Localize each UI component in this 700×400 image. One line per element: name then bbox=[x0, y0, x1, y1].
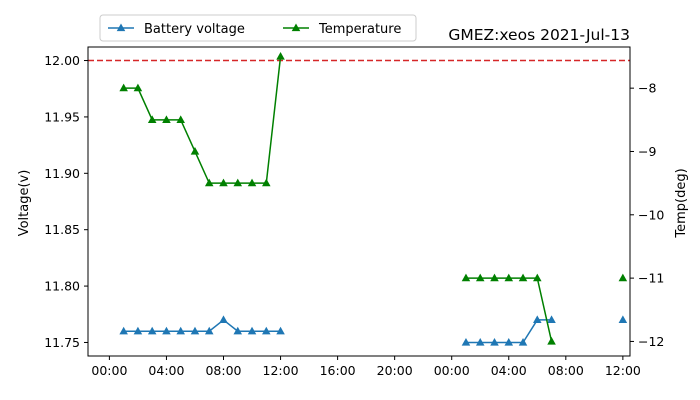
plot-area bbox=[88, 51, 630, 346]
data-point-0-0-4 bbox=[176, 326, 185, 335]
data-point-1-1-1 bbox=[475, 273, 485, 282]
x-tick-label-5: 20:00 bbox=[377, 363, 413, 378]
y2-axis-label: Temp(deg) bbox=[674, 168, 689, 238]
legend-label-temperature: Temperature bbox=[318, 22, 401, 37]
legend-label-battery-voltage: Battery voltage bbox=[144, 22, 245, 37]
y2-tick-label-1: −9 bbox=[638, 144, 656, 159]
x-tick-label-0: 00:00 bbox=[91, 363, 127, 378]
data-point-0-0-0 bbox=[119, 326, 128, 335]
x-tick-label-7: 04:00 bbox=[491, 363, 527, 378]
y-tick-label-4: 11.95 bbox=[44, 109, 80, 124]
x-tick-label-1: 04:00 bbox=[148, 363, 184, 378]
plot-frame bbox=[87, 46, 631, 357]
data-point-0-0-8 bbox=[233, 326, 243, 335]
data-point-1-0-4 bbox=[176, 115, 185, 123]
data-point-1-1-0 bbox=[461, 273, 471, 282]
data-point-0-1-0 bbox=[461, 337, 471, 346]
data-point-1-0-2 bbox=[147, 115, 157, 123]
x-tick-label-3: 12:00 bbox=[263, 363, 299, 378]
y2-tick-label-2: −10 bbox=[638, 207, 664, 222]
data-point-0-1-6 bbox=[547, 315, 556, 324]
data-point-1-0-8 bbox=[233, 178, 243, 187]
data-point-0-0-2 bbox=[147, 326, 157, 335]
data-point-1-0-11 bbox=[276, 51, 285, 60]
y-axis-label: Voltage(v) bbox=[17, 170, 32, 237]
data-point-0-0-7 bbox=[219, 315, 228, 324]
legend: Battery voltage Temperature bbox=[99, 14, 417, 42]
y2-tick-label-3: −11 bbox=[638, 271, 664, 286]
data-point-0-1-4 bbox=[518, 337, 528, 346]
data-point-0-2-0 bbox=[618, 315, 628, 324]
x-tick-label-8: 08:00 bbox=[548, 363, 584, 378]
series-line-1-segment-0 bbox=[123, 56, 282, 184]
data-point-1-1-4 bbox=[518, 273, 528, 282]
data-point-0-0-3 bbox=[162, 326, 171, 335]
y2-tick-label-0: −8 bbox=[638, 81, 656, 96]
data-point-1-0-0 bbox=[119, 83, 128, 92]
axes: 11.75 11.80 11.85 11.90 11.95 12.00 −8 −9 −10 −11… bbox=[44, 46, 664, 378]
data-point-1-0-6 bbox=[204, 178, 214, 187]
series-line-1-segment-1 bbox=[465, 277, 553, 342]
data-point-0-1-2 bbox=[490, 337, 499, 346]
y-tick-label-0: 11.75 bbox=[44, 335, 80, 350]
chart-title: GMEZ:xeos 2021-Jul-13 bbox=[448, 26, 630, 44]
data-point-0-0-10 bbox=[262, 326, 271, 335]
data-point-0-1-5 bbox=[533, 315, 542, 324]
y-tick-label-1: 11.80 bbox=[44, 279, 80, 294]
x-tick-label-9: 12:00 bbox=[605, 363, 641, 378]
data-point-1-0-9 bbox=[247, 178, 257, 187]
legend-frame bbox=[99, 14, 417, 42]
data-point-1-1-5 bbox=[533, 273, 542, 282]
y-tick-label-5: 12.00 bbox=[44, 53, 80, 68]
data-point-1-1-3 bbox=[504, 273, 514, 282]
data-point-0-0-11 bbox=[276, 326, 285, 335]
series-line-0-segment-0 bbox=[123, 318, 281, 332]
data-point-1-0-3 bbox=[162, 115, 171, 123]
data-point-0-1-3 bbox=[504, 337, 514, 346]
legend-marker-battery-voltage bbox=[116, 23, 126, 32]
y-tick-label-3: 11.90 bbox=[44, 166, 80, 181]
x-tick-label-2: 08:00 bbox=[205, 363, 241, 378]
data-point-1-1-2 bbox=[490, 273, 499, 282]
legend-marker-temperature bbox=[291, 23, 301, 32]
data-point-1-0-7 bbox=[219, 178, 228, 187]
data-point-1-0-5 bbox=[190, 146, 200, 155]
y2-tick-label-4: −12 bbox=[638, 334, 664, 349]
data-point-0-0-1 bbox=[133, 326, 143, 335]
data-point-0-1-1 bbox=[475, 337, 485, 346]
x-tick-label-6: 00:00 bbox=[434, 363, 470, 378]
data-point-0-0-6 bbox=[204, 326, 214, 335]
data-point-1-2-0 bbox=[618, 273, 628, 282]
data-point-1-0-10 bbox=[262, 178, 271, 187]
data-point-0-0-5 bbox=[190, 326, 200, 335]
x-tick-label-4: 16:00 bbox=[320, 363, 356, 378]
y-tick-label-2: 11.85 bbox=[44, 222, 80, 237]
data-point-1-0-1 bbox=[133, 83, 143, 92]
data-point-0-0-9 bbox=[247, 326, 257, 335]
data-point-1-1-6 bbox=[547, 336, 556, 345]
